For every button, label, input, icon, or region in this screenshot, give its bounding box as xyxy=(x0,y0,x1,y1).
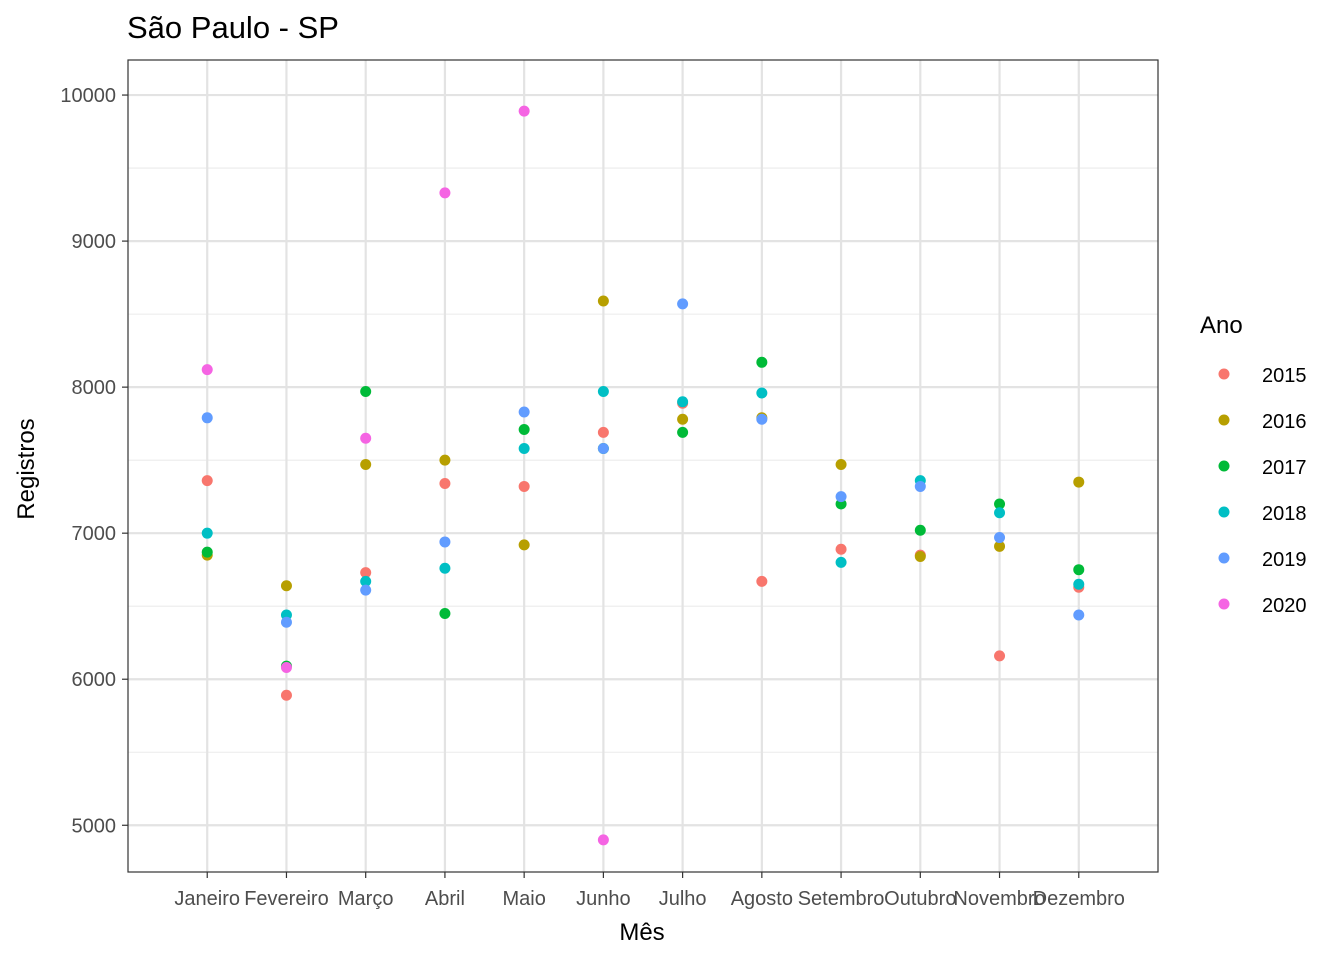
plot-background xyxy=(128,60,1158,872)
data-point-2015 xyxy=(280,689,292,701)
x-tick-label: Abril xyxy=(425,888,465,910)
legend-label-2015: 2015 xyxy=(1262,365,1307,387)
y-axis-title: Registros xyxy=(13,418,40,519)
x-tick-label: Maio xyxy=(502,888,545,910)
chart-title: São Paulo - SP xyxy=(127,10,339,45)
data-point-2018 xyxy=(201,527,213,539)
y-tick-label: 9000 xyxy=(72,231,117,253)
x-tick-label: Agosto xyxy=(731,888,793,910)
data-point-2015 xyxy=(439,478,451,490)
data-point-2016 xyxy=(597,295,609,307)
data-point-2016 xyxy=(835,459,847,471)
data-point-2016 xyxy=(518,539,530,551)
data-point-2015 xyxy=(597,426,609,438)
data-point-2019 xyxy=(201,412,213,424)
x-tick-label: Fevereiro xyxy=(244,888,328,910)
data-point-2019 xyxy=(1073,609,1085,621)
data-point-2018 xyxy=(597,386,609,398)
data-point-2020 xyxy=(439,187,451,199)
legend-label-2018: 2018 xyxy=(1262,503,1307,525)
data-point-2015 xyxy=(835,543,847,555)
data-point-2016 xyxy=(1073,476,1085,488)
data-point-2017 xyxy=(1073,564,1085,576)
data-point-2018 xyxy=(518,442,530,454)
data-point-2017 xyxy=(914,524,926,536)
data-point-2016 xyxy=(439,454,451,466)
minor-gridlines xyxy=(128,167,1158,753)
legend-key-2017 xyxy=(1218,460,1230,472)
x-tick-label: Dezembro xyxy=(1033,888,1125,910)
data-point-2019 xyxy=(360,584,372,596)
legend-key-2015 xyxy=(1218,368,1230,380)
x-axis: Janeiro Fevereiro Março Abril Maio Junho Julho… xyxy=(174,872,1125,910)
x-tick-label: Julho xyxy=(659,888,707,910)
data-point-2020 xyxy=(280,662,292,674)
data-point-2016 xyxy=(994,540,1006,552)
y-tick-label: 6000 xyxy=(72,669,117,691)
data-point-2019 xyxy=(835,491,847,503)
data-point-2015 xyxy=(756,575,768,587)
data-point-2019 xyxy=(597,442,609,454)
legend-key-2018 xyxy=(1218,506,1230,518)
data-point-2018 xyxy=(835,556,847,568)
data-point-2015 xyxy=(201,475,213,487)
legend-key-2019 xyxy=(1218,552,1230,564)
data-point-2016 xyxy=(280,580,292,592)
data-point-2017 xyxy=(677,426,689,438)
data-point-2017 xyxy=(518,423,530,435)
data-point-2015 xyxy=(518,480,530,492)
data-point-2018 xyxy=(994,507,1006,519)
data-point-2020 xyxy=(360,432,372,444)
x-tick-label: Março xyxy=(338,888,394,910)
data-point-2019 xyxy=(439,536,451,548)
data-point-2020 xyxy=(518,105,530,117)
data-point-2016 xyxy=(677,413,689,425)
legend-title: Ano xyxy=(1200,312,1243,339)
data-point-2018 xyxy=(677,396,689,408)
data-point-2018 xyxy=(439,562,451,574)
x-tick-label: Outubro xyxy=(884,888,956,910)
data-point-2017 xyxy=(994,498,1006,510)
data-point-2018 xyxy=(756,387,768,399)
data-point-2018 xyxy=(1073,578,1085,590)
legend-label-2019: 2019 xyxy=(1262,549,1307,571)
data-point-2018 xyxy=(360,575,372,587)
x-tick-label: Setembro xyxy=(798,888,885,910)
data-point-2019 xyxy=(280,616,292,628)
data-point-2015 xyxy=(360,567,372,579)
x-tick-label: Novembro xyxy=(953,888,1045,910)
legend-key-2016 xyxy=(1218,414,1230,426)
data-point-2017 xyxy=(360,386,372,398)
x-tick-label: Junho xyxy=(576,888,631,910)
y-axis: 5000 6000 7000 8000 9000 10000 xyxy=(60,85,128,837)
data-point-2016 xyxy=(914,551,926,563)
plot-border xyxy=(127,59,1159,873)
data-point-2017 xyxy=(439,608,451,620)
data-point-2016 xyxy=(360,459,372,471)
legend-label-2017: 2017 xyxy=(1262,457,1307,479)
data-point-2020 xyxy=(201,364,213,376)
y-tick-label: 10000 xyxy=(60,85,116,107)
x-axis-title: Mês xyxy=(619,919,664,946)
data-point-2017 xyxy=(756,356,768,368)
data-point-2019 xyxy=(994,532,1006,544)
legend: Ano 2015 2016 2017 2018 2019 2020 xyxy=(1200,312,1307,617)
data-point-2015 xyxy=(994,650,1006,662)
y-tick-label: 8000 xyxy=(72,377,117,399)
data-point-2019 xyxy=(756,413,768,425)
data-point-2020 xyxy=(597,834,609,846)
data-point-2019 xyxy=(677,298,689,310)
data-point-2019 xyxy=(518,406,530,418)
x-tick-label: Janeiro xyxy=(174,888,240,910)
legend-label-2016: 2016 xyxy=(1262,411,1307,433)
legend-label-2020: 2020 xyxy=(1262,595,1307,617)
y-tick-label: 7000 xyxy=(72,523,117,545)
legend-key-2020 xyxy=(1218,598,1230,610)
plot-panel xyxy=(128,60,1158,872)
data-point-2019 xyxy=(914,480,926,492)
y-tick-label: 5000 xyxy=(72,815,117,837)
data-point-2017 xyxy=(201,546,213,558)
data-points xyxy=(201,105,1085,846)
